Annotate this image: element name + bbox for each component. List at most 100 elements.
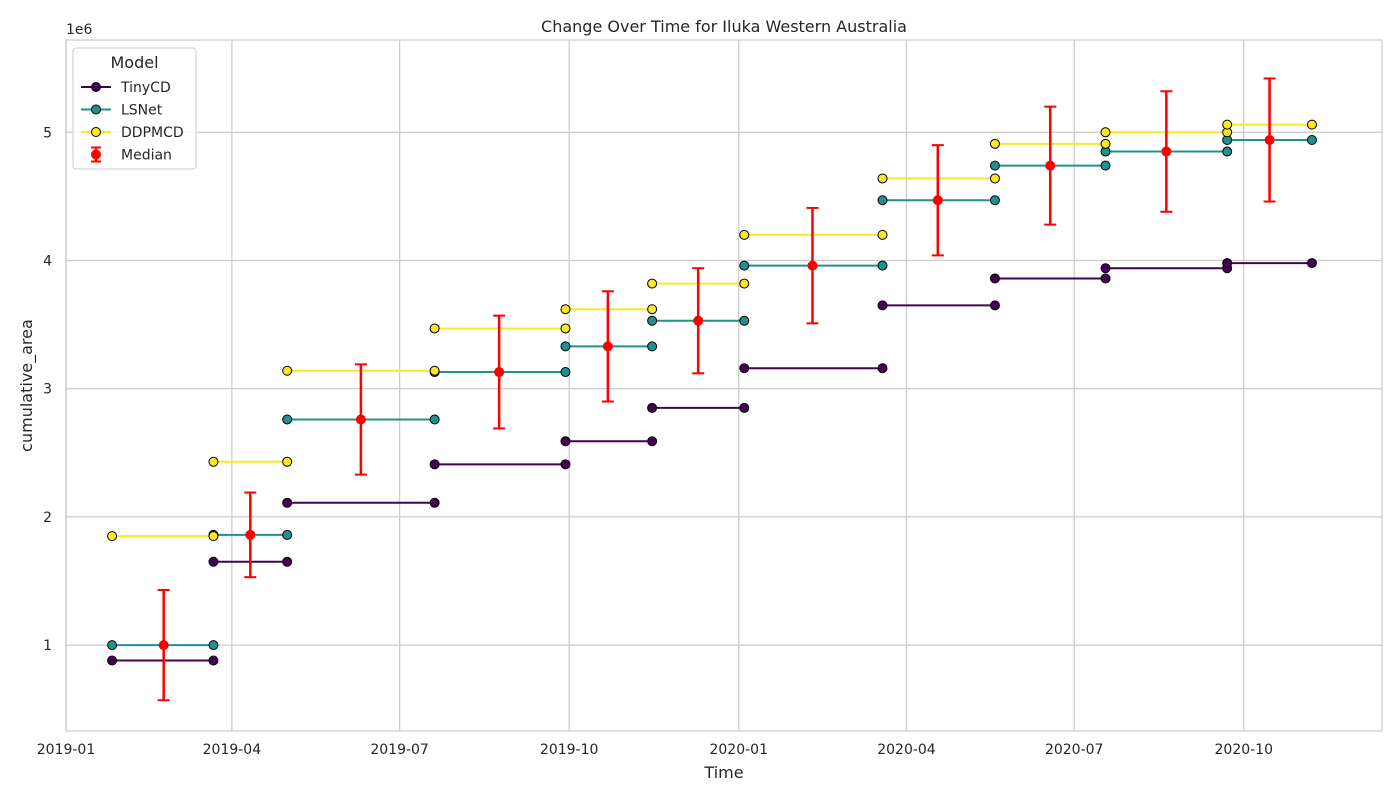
legend-entry: TinyCD xyxy=(81,80,171,96)
grid-layer xyxy=(65,40,1382,731)
series-point xyxy=(1100,138,1111,149)
median-layer xyxy=(157,77,1276,702)
legend: Model TinyCD LSNet DDPMCD Median xyxy=(72,47,197,170)
x-tick-label: 2019-04 xyxy=(203,742,262,758)
series-point xyxy=(1100,127,1111,138)
series-point xyxy=(560,323,571,334)
legend-label: TinyCD xyxy=(120,80,171,96)
series-point xyxy=(989,273,1000,284)
series-point xyxy=(739,229,750,240)
y-tick-label: 4 xyxy=(43,254,52,270)
series-point xyxy=(1100,160,1111,171)
legend-marker-icon xyxy=(91,149,101,160)
legend-marker-icon xyxy=(91,82,101,92)
y-tick-label: 5 xyxy=(43,125,52,141)
series-point xyxy=(1222,119,1233,130)
median-point xyxy=(932,195,943,206)
y-offset-label: 1e6 xyxy=(66,22,93,38)
x-tick-label: 2020-04 xyxy=(877,742,936,758)
series-point xyxy=(989,160,1000,171)
legend-entry: Median xyxy=(91,146,172,164)
tick-layer: 2019-01 2019-04 2019-07 2019-10 2020-01 2020-… xyxy=(37,125,1273,758)
series-point xyxy=(282,497,293,508)
legend-entry: LSNet xyxy=(81,103,163,119)
series-point xyxy=(1100,263,1111,274)
median-point xyxy=(494,367,505,378)
x-tick-label: 2019-10 xyxy=(540,742,599,758)
series-point xyxy=(560,304,571,315)
series-point xyxy=(647,341,658,352)
series-point xyxy=(989,195,1000,206)
series-point xyxy=(877,260,888,271)
series-point xyxy=(282,456,293,467)
series-point xyxy=(739,315,750,326)
plot-frame xyxy=(65,39,1383,732)
legend-marker-icon xyxy=(91,104,101,115)
legend-label: DDPMCD xyxy=(121,125,184,141)
series-point xyxy=(877,300,888,311)
series-point xyxy=(560,459,571,470)
legend-label: LSNet xyxy=(121,103,163,119)
series-point xyxy=(429,365,440,376)
series-point xyxy=(647,278,658,289)
median-point xyxy=(693,315,704,326)
series-point xyxy=(1222,258,1233,269)
series-point xyxy=(560,436,571,447)
series-point xyxy=(208,531,219,542)
series-point xyxy=(282,365,293,376)
series-point xyxy=(877,363,888,374)
series-point xyxy=(877,173,888,184)
series-point xyxy=(647,436,658,447)
legend-label: Median xyxy=(121,148,172,164)
series-point xyxy=(107,655,118,666)
series-point xyxy=(647,402,658,413)
series-point xyxy=(1306,258,1317,269)
legend-entries: TinyCD LSNet DDPMCD Median xyxy=(81,80,184,164)
series-point xyxy=(877,229,888,240)
series-point xyxy=(1306,134,1317,145)
x-tick-label: 2019-01 xyxy=(37,742,96,758)
series-point xyxy=(739,402,750,413)
x-tick-label: 2020-10 xyxy=(1215,742,1274,758)
y-axis-label: cumulative_area xyxy=(17,319,37,452)
series-point xyxy=(1100,273,1111,284)
legend-marker-icon xyxy=(91,127,101,137)
series-point xyxy=(429,323,440,334)
series-point xyxy=(282,529,293,540)
y-tick-label: 3 xyxy=(43,382,52,398)
median-point xyxy=(245,529,256,540)
series-ddpmcd xyxy=(107,119,1317,542)
x-tick-label: 2020-07 xyxy=(1045,742,1104,758)
series-point xyxy=(429,414,440,425)
series-lsnet xyxy=(107,134,1317,651)
series-point xyxy=(647,304,658,315)
median-point xyxy=(1161,146,1172,157)
median-point xyxy=(158,640,169,651)
series-point xyxy=(989,173,1000,184)
series-point xyxy=(208,655,219,666)
series-point xyxy=(1222,146,1233,157)
series-point xyxy=(429,459,440,470)
x-tick-label: 2019-07 xyxy=(370,742,429,758)
median-point xyxy=(602,341,613,352)
series-point xyxy=(282,414,293,425)
series-point xyxy=(429,497,440,508)
legend-box xyxy=(72,47,197,170)
series-point xyxy=(560,341,571,352)
series-point xyxy=(107,640,118,651)
series-point xyxy=(877,195,888,206)
x-tick-label: 2020-01 xyxy=(709,742,768,758)
y-tick-label: 2 xyxy=(43,510,52,526)
y-tick-label: 1 xyxy=(43,638,52,654)
series-point xyxy=(1306,119,1317,130)
chart-title: Change Over Time for Iluka Western Austr… xyxy=(541,17,907,36)
legend-title: Model xyxy=(110,53,158,72)
series-point xyxy=(739,363,750,374)
series-point xyxy=(739,278,750,289)
series-layer xyxy=(107,119,1317,666)
median-point xyxy=(807,260,818,271)
series-point xyxy=(208,456,219,467)
series-point xyxy=(107,531,118,542)
